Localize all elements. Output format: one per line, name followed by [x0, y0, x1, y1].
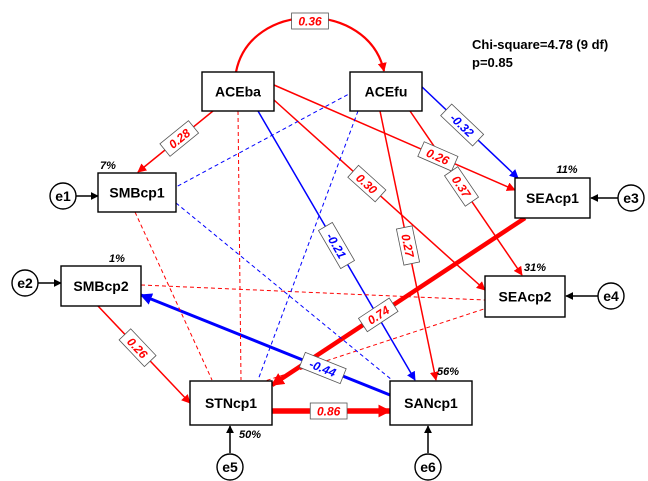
node-stncp1-box: [189, 380, 273, 426]
r2-sancp1: 56%: [437, 366, 459, 378]
coef-label-covariance-text: 0.36: [298, 15, 322, 29]
error-e1-circle: [49, 182, 77, 210]
error-e3-circle: [617, 184, 645, 212]
coef-label-seacp1-stncp1: 0.74: [357, 297, 399, 333]
r2-seacp1: 11%: [556, 164, 577, 176]
coef-label-stncp1-sancp1-text: 0.86: [317, 405, 341, 419]
r2-stncp1: 50%: [239, 429, 261, 441]
model-fit-stats: Chi-square=4.78 (9 df) p=0.85: [472, 36, 608, 72]
coef-label-sancp1-smbcp2-box: [298, 351, 347, 385]
coef-label-aceba-seacp2-box: [347, 164, 387, 203]
node-seacp1-label: SEAcp1: [526, 190, 579, 206]
node-smbcp2-box: [60, 265, 142, 307]
path-sancp1-to-smbcp2: [139, 293, 391, 397]
coef-label-acefu-sancp1: 0.27: [395, 225, 421, 266]
coef-label-stncp1-sancp1-box: [309, 402, 348, 420]
node-seacp2-box: [484, 275, 566, 318]
error-e4-label: e4: [603, 288, 619, 304]
path-acefu-to-stncp1-dashed: [257, 110, 359, 381]
path-smbcp1-to-stncp1-dashed: [134, 211, 213, 381]
coef-label-aceba-sancp1-box: [317, 221, 356, 270]
node-acefu-label: ACEfu: [365, 84, 408, 100]
r2-smbcp2: 1%: [109, 253, 125, 265]
coef-label-aceba-seacp2: 0.30: [347, 164, 387, 203]
node-aceba-box: [201, 71, 275, 112]
error-e1-label: e1: [55, 188, 71, 204]
node-smbcp2-label: SMBcp2: [73, 278, 128, 294]
r2-seacp2: 31%: [524, 262, 546, 274]
coef-label-stncp1-sancp1: 0.86: [309, 402, 348, 420]
coef-label-aceba-smbcp1: 0.28: [159, 120, 200, 157]
node-sancp1-label: SANcp1: [404, 395, 458, 411]
coef-label-smbcp2-stncp1-box: [118, 328, 157, 368]
error-e5-label: e5: [222, 459, 238, 475]
node-sancp1-box: [389, 380, 473, 426]
coef-label-covariance: 0.36: [291, 12, 329, 30]
p-value-text: p=0.85: [472, 55, 513, 70]
error-e4-circle: [597, 282, 625, 310]
coef-label-acefu-sancp1-box: [395, 225, 421, 266]
coef-label-acefu-seacp2-box: [443, 166, 480, 207]
error-e3-label: e3: [623, 190, 639, 206]
coef-label-smbcp2-stncp1: 0.26: [118, 328, 157, 368]
error-e6-label: e6: [420, 459, 436, 475]
node-seacp2-label: SEAcp2: [499, 289, 552, 305]
error-e2-label: e2: [17, 275, 33, 291]
node-stncp1-label: STNcp1: [205, 395, 257, 411]
error-e5-circle: [216, 453, 244, 481]
node-smbcp1-box: [97, 172, 177, 213]
coef-label-aceba-seacp1-box: [417, 141, 459, 172]
node-acefu-box: [349, 71, 423, 112]
coef-label-aceba-seacp1: 0.26: [417, 141, 459, 172]
coef-label-acefu-seacp1: -0.32: [440, 103, 485, 147]
node-seacp1-box: [514, 177, 591, 219]
error-e6-circle: [414, 453, 442, 481]
coef-label-covariance-box: [291, 12, 329, 30]
coef-label-aceba-smbcp1-box: [159, 120, 200, 157]
r2-smbcp1: 7%: [100, 160, 116, 172]
path-aceba-to-stncp1-dashed: [237, 110, 242, 381]
node-smbcp1-label: SMBcp1: [109, 185, 164, 201]
error-e2-circle: [11, 269, 39, 297]
path-aceba-to-seacp1: [273, 84, 516, 191]
coef-label-seacp1-stncp1-box: [357, 297, 399, 333]
path-smbcp2-to-seacp2-dashed: [140, 284, 486, 301]
coef-label-aceba-sancp1: -0.21: [317, 221, 356, 270]
chi-square-text: Chi-square=4.78 (9 df): [472, 37, 609, 52]
path-smbcp1-to-sancp1-dashed: [175, 202, 393, 381]
coef-label-acefu-seacp1-box: [440, 103, 485, 147]
coef-label-acefu-sancp1-text: 0.27: [398, 233, 417, 260]
node-aceba-label: ACEba: [215, 84, 261, 100]
coef-label-sancp1-smbcp2: -0.44: [298, 351, 347, 385]
